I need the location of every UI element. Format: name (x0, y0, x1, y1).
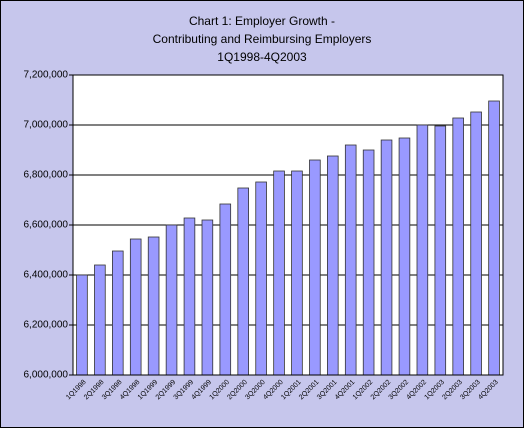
bar (201, 219, 214, 376)
y-tick-label: 7,000,000 (24, 120, 69, 131)
bar (165, 224, 178, 376)
bar (129, 238, 142, 376)
bar (237, 187, 249, 376)
bar (183, 217, 196, 376)
bar (344, 144, 357, 376)
bar (327, 155, 339, 376)
bar (291, 170, 303, 376)
bar (488, 100, 500, 376)
y-tick-label: 6,400,000 (24, 270, 69, 281)
y-tick-label: 6,200,000 (24, 320, 69, 331)
chart-subtitle: Contributing and Reimbursing Employers (153, 32, 372, 46)
plot-border (72, 74, 504, 376)
y-tick-label: 6,800,000 (24, 170, 69, 181)
bar (309, 159, 321, 376)
bar (470, 111, 482, 376)
bar (255, 181, 267, 376)
bar (147, 236, 160, 376)
bar (94, 264, 106, 376)
bar (273, 170, 285, 376)
bar (380, 139, 393, 376)
bar (219, 203, 232, 376)
y-tick-label: 6,600,000 (24, 220, 69, 231)
bar (76, 274, 88, 376)
chart-subtitle: 1Q1998-4Q2003 (217, 50, 307, 64)
bar (416, 124, 429, 376)
chart-title: Chart 1: Employer Growth - (189, 14, 335, 28)
y-tick-label: 6,000,000 (24, 370, 69, 381)
bar (434, 125, 447, 376)
y-tick-label: 7,200,000 (24, 70, 69, 81)
bar (398, 137, 411, 376)
bar (362, 149, 375, 376)
bar (452, 117, 464, 376)
bar (112, 250, 124, 376)
